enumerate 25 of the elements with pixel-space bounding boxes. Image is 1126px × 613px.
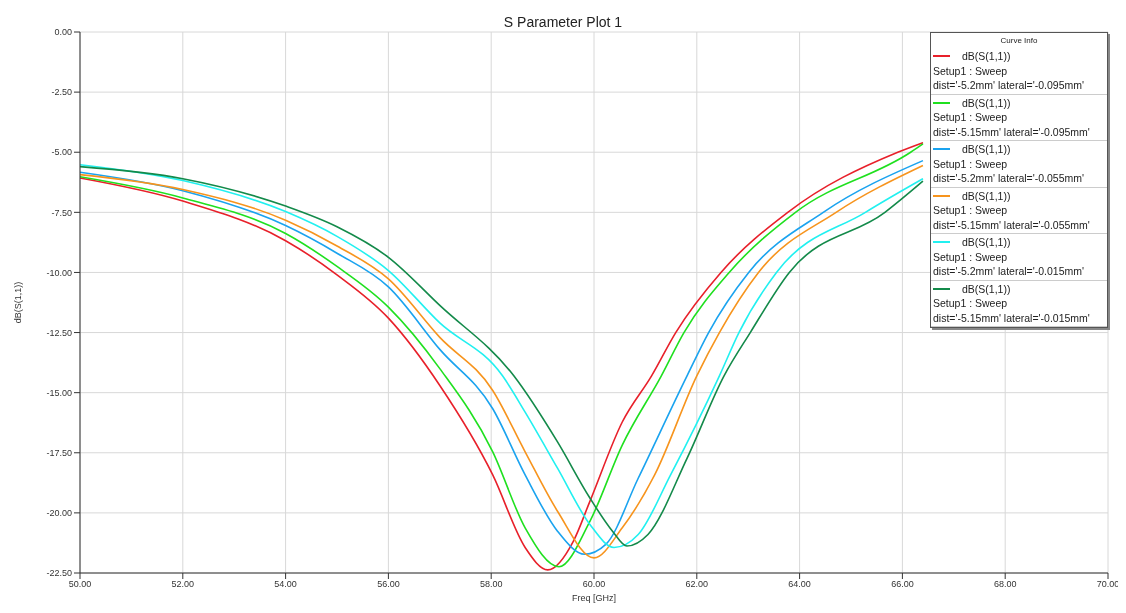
x-axis-title: Freq [GHz]	[571, 593, 617, 603]
y-tick-label: 0.00	[54, 27, 72, 38]
x-tick-label: 56.00	[377, 579, 400, 590]
y-tick-label: -15.00	[46, 387, 72, 398]
x-tick-label: 68.00	[993, 579, 1017, 590]
y-tick-label: -10.00	[46, 267, 72, 278]
y-tick-label: -17.50	[46, 447, 72, 458]
y-tick-label: -7.50	[51, 207, 72, 218]
x-tick-label: 64.00	[788, 579, 811, 590]
x-tick-label: 58.00	[479, 579, 503, 590]
x-tick-label: 62.00	[685, 579, 709, 590]
x-tick-label: 50.00	[68, 579, 92, 590]
legend-title: Curve Info	[999, 35, 1039, 47]
y-axis-title: dB(S(1,1))	[13, 281, 24, 324]
y-tick-label: -20.00	[46, 508, 72, 519]
y-tick-label: -5.00	[51, 147, 72, 158]
chart-title: S Parameter Plot 1	[503, 14, 623, 30]
y-tick-label: -2.50	[51, 87, 72, 98]
y-tick-label: -22.50	[46, 568, 72, 579]
y-tick-label: -12.50	[46, 327, 72, 338]
x-tick-label: 52.00	[171, 579, 195, 590]
x-tick-label: 60.00	[582, 579, 606, 590]
x-tick-label: 66.00	[891, 579, 914, 590]
x-tick-label: 54.00	[274, 579, 297, 590]
legend-label: dB(S(1,1)) Setup1 : Sweep dist='-5.15mm' lateral='-0.015mm'	[933, 281, 1105, 325]
